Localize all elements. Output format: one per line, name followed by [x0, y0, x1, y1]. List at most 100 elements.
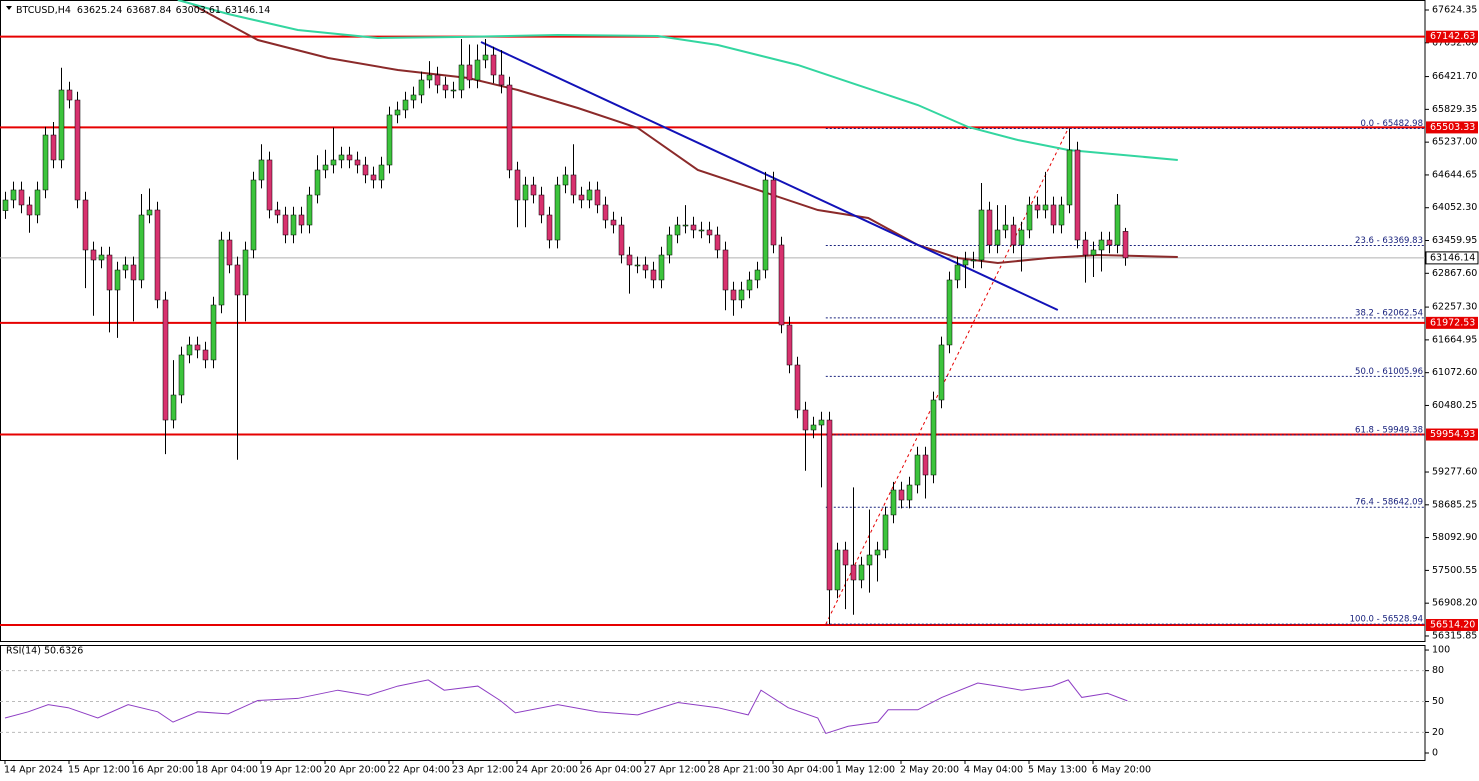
candle-body [1074, 149, 1081, 241]
x-tick-label: 1 May 12:00 [836, 765, 895, 776]
candle-body [522, 184, 529, 201]
candle-body [738, 289, 745, 301]
y-tick-label: 56315.85 [1432, 630, 1477, 641]
candle-body [1122, 231, 1129, 259]
candle-body [810, 424, 817, 431]
header-close: 63146.14 [225, 5, 270, 16]
chart-header: BTCUSD,H4 63625.24 63687.84 63003.61 63146.1… [16, 5, 270, 16]
y-tick-label: 60480.25 [1432, 400, 1477, 411]
candle-body [874, 549, 881, 556]
moving-average [177, 0, 1178, 161]
candle-body [778, 244, 785, 326]
candle-body [698, 229, 705, 232]
x-tick-label: 28 Apr 21:00 [708, 765, 770, 776]
candle-body [226, 239, 233, 266]
y-tick-label: 66421.70 [1432, 71, 1477, 82]
rsi-tick-label: 100 [1432, 645, 1450, 656]
x-tick-label: 15 Apr 12:00 [68, 765, 130, 776]
candle-body [354, 159, 361, 166]
candle-body [1002, 224, 1009, 231]
candle-body [882, 514, 889, 551]
candle-body [930, 399, 937, 476]
candle-body [802, 409, 809, 431]
candle-body [442, 84, 449, 91]
candle-body [266, 159, 273, 211]
x-tick-label: 20 Apr 20:00 [324, 765, 386, 776]
candle-body [946, 279, 953, 346]
y-tick-label: 61072.60 [1432, 367, 1477, 378]
candle-body [1010, 224, 1017, 246]
symbol: BTCUSD,H4 [16, 5, 71, 16]
level-label: 65503.33 [1430, 122, 1475, 133]
candle-body [634, 264, 641, 267]
candle-body [906, 484, 913, 501]
x-tick-label: 22 Apr 04:00 [388, 765, 450, 776]
rsi-plot [0, 670, 1425, 735]
fib-level-label: 100.0 - 56528.94 [1350, 615, 1423, 625]
fib-level-label: 50.0 - 61005.96 [1355, 367, 1423, 377]
candle-body [482, 54, 489, 61]
axes: 67624.35 67032.00 66421.70 65829.35 65237.00… [4, 4, 1479, 776]
candle-body [234, 264, 241, 296]
candle-body [962, 259, 969, 266]
candle-body [602, 204, 609, 221]
candle-body [1098, 239, 1105, 251]
candle-body [50, 134, 57, 161]
candle-body [650, 269, 657, 281]
candle-body [578, 194, 585, 201]
candle-body [474, 59, 481, 81]
candle-body [106, 254, 113, 291]
candle-body [994, 229, 1001, 246]
candle-body [866, 554, 873, 566]
y-tick-label: 58092.90 [1432, 532, 1477, 543]
candle-body [498, 74, 505, 86]
candle-body [242, 249, 249, 296]
candle-body [674, 224, 681, 236]
y-tick-label: 67624.35 [1432, 4, 1477, 15]
candle-body [986, 209, 993, 246]
candle-body [210, 304, 217, 361]
y-tick-label: 59277.60 [1432, 467, 1477, 478]
candle-body [170, 394, 177, 421]
candle-body [1026, 204, 1033, 231]
candle-body [690, 224, 697, 231]
symbol-menu-icon[interactable] [6, 6, 12, 10]
candle-body [162, 299, 169, 421]
candle-body [1114, 204, 1121, 246]
x-tick-label: 30 Apr 04:00 [772, 765, 834, 776]
candle-body [970, 259, 977, 262]
candle-body [418, 79, 425, 96]
candle-body [954, 264, 961, 281]
candle-body [290, 214, 297, 236]
candle-body [298, 214, 305, 226]
y-tick-label: 63459.95 [1432, 235, 1477, 246]
fib-level-label: 76.4 - 58642.09 [1355, 498, 1423, 508]
candle-body [842, 549, 849, 566]
candle-body [714, 234, 721, 251]
candle-body [338, 154, 345, 161]
rsi-tick-label: 50 [1432, 696, 1444, 707]
candle-body [330, 159, 337, 166]
level-label: 67142.63 [1430, 31, 1475, 42]
candle-body [1018, 229, 1025, 246]
candle-body [666, 234, 673, 256]
candle-body [642, 264, 649, 271]
candle-body [82, 199, 89, 251]
current-price-label: 63146.14 [1430, 252, 1475, 263]
x-tick-label: 4 May 04:00 [964, 765, 1023, 776]
header-high: 63687.84 [126, 5, 171, 16]
candle-body [34, 189, 41, 216]
candle-body [154, 209, 161, 301]
candle-body [914, 454, 921, 486]
candle-body [402, 99, 409, 111]
rsi-tick-label: 0 [1432, 747, 1438, 758]
candle-body [202, 349, 209, 361]
candle-body [314, 169, 321, 196]
level-label: 56514.20 [1430, 619, 1475, 630]
candle-body [274, 209, 281, 216]
y-tick-label: 57500.55 [1432, 565, 1477, 576]
rsi-line [4, 679, 1128, 735]
fib-level-label: 61.8 - 59949.38 [1355, 425, 1423, 435]
candle-body [394, 109, 401, 116]
candle-body [490, 54, 497, 76]
